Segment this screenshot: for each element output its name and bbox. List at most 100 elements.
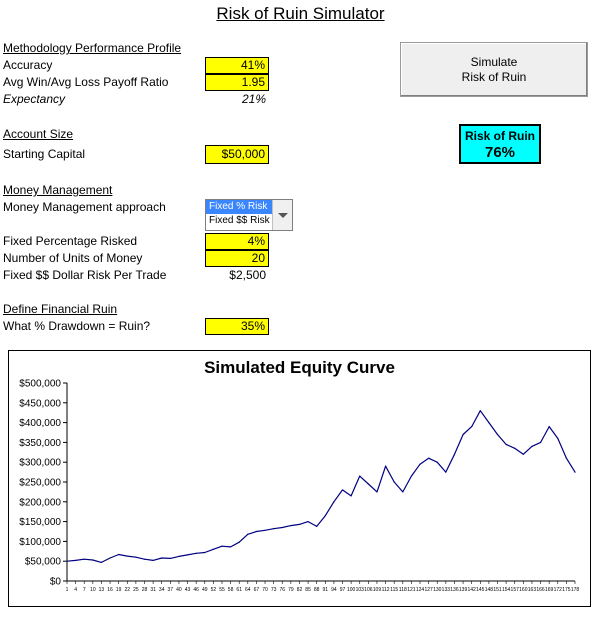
starting-capital-input[interactable]: $50,000 <box>205 145 269 164</box>
equity-data-point <box>462 433 464 436</box>
equity-data-point <box>152 559 154 562</box>
x-tick-label: 64 <box>245 587 251 593</box>
x-tick-label: 4 <box>74 587 77 593</box>
accuracy-input[interactable]: 41% <box>205 57 269 74</box>
equity-data-point <box>109 557 111 559</box>
equity-series-line <box>66 410 576 564</box>
x-tick-label: 61 <box>236 587 242 593</box>
equity-data-point <box>118 553 120 556</box>
x-tick-label: 169 <box>545 587 554 593</box>
x-tick-label: 82 <box>297 587 303 593</box>
x-tick-label: 136 <box>450 587 459 593</box>
x-tick-label: 79 <box>288 587 294 593</box>
x-tick-label: 22 <box>124 587 130 593</box>
x-tick-label: 124 <box>416 587 425 593</box>
equity-data-point <box>531 445 533 447</box>
x-tick-label: 88 <box>314 587 320 593</box>
equity-data-point <box>505 443 507 445</box>
equity-data-point <box>143 558 146 560</box>
y-tick-label: $300,000 <box>19 458 61 469</box>
equity-data-point <box>204 551 206 554</box>
x-tick-label: 19 <box>116 587 122 593</box>
x-tick-label: 151 <box>493 587 502 593</box>
x-tick-label: 94 <box>331 587 337 593</box>
y-tick-label: $500,000 <box>19 379 61 390</box>
x-tick-label: 7 <box>83 587 86 593</box>
y-tick-label: $0 <box>50 577 62 588</box>
x-tick-label: 115 <box>390 587 398 593</box>
x-tick-label: 130 <box>433 587 442 593</box>
risk-of-ruin-label: Risk of Ruin <box>464 129 535 143</box>
approach-listbox[interactable]: Fixed % Risk Fixed $$ Risk <box>205 199 293 231</box>
x-tick-label: 67 <box>254 587 260 593</box>
x-tick-label: 46 <box>193 587 199 593</box>
x-tick-label: 103 <box>356 587 365 593</box>
x-tick-label: 85 <box>305 587 311 593</box>
equity-chart-frame <box>8 350 591 607</box>
methodology-header: Methodology Performance Profile <box>3 41 182 55</box>
units-of-money-input[interactable]: 20 <box>205 250 269 267</box>
equity-data-point <box>178 555 180 558</box>
equity-data-point <box>402 491 404 493</box>
fixed-percentage-input[interactable]: 4% <box>205 233 269 250</box>
equity-data-point <box>307 521 309 523</box>
x-tick-label: 43 <box>185 587 191 593</box>
approach-label: Money Management approach <box>3 200 166 214</box>
equity-data-point <box>75 559 77 562</box>
simulate-button-line1: Simulate <box>470 54 518 69</box>
simulate-risk-of-ruin-button[interactable]: Simulate Risk of Ruin <box>400 42 588 97</box>
x-tick-label: 100 <box>347 587 356 593</box>
equity-data-point <box>92 559 94 561</box>
equity-data-point <box>273 528 275 530</box>
equity-data-point <box>376 491 378 493</box>
starting-capital-label: Starting Capital <box>3 147 86 161</box>
equity-data-point <box>445 471 447 473</box>
x-tick-label: 160 <box>519 587 528 593</box>
equity-data-point <box>316 525 318 527</box>
equity-data-point <box>471 425 473 428</box>
x-tick-label: 142 <box>468 587 477 593</box>
y-tick-label: $450,000 <box>19 398 61 409</box>
x-tick-label: 37 <box>168 587 174 593</box>
x-tick-label: 28 <box>142 587 148 593</box>
money-management-header: Money Management <box>3 183 113 197</box>
x-tick-label: 76 <box>279 587 285 593</box>
x-tick-label: 172 <box>554 587 563 593</box>
y-tick-label: $350,000 <box>19 438 61 449</box>
x-tick-label: 40 <box>176 587 182 593</box>
x-tick-label: 16 <box>107 587 113 593</box>
dollar-risk-value: $2,500 <box>229 268 266 282</box>
equity-data-point <box>453 453 456 455</box>
option-fixed-dollar[interactable]: Fixed $$ Risk <box>209 215 270 226</box>
account-size-header: Account Size <box>3 127 74 141</box>
equity-data-point <box>324 515 326 517</box>
equity-data-point <box>548 425 550 428</box>
x-tick-label: 97 <box>340 587 346 593</box>
equity-data-point <box>100 561 103 563</box>
y-tick-label: $150,000 <box>19 517 61 528</box>
dropdown-arrow-icon[interactable] <box>272 200 292 230</box>
option-fixed-percent[interactable]: Fixed % Risk <box>206 200 273 214</box>
equity-data-point <box>557 437 559 440</box>
units-of-money-label: Number of Units of Money <box>3 251 143 265</box>
drawdown-ruin-input[interactable]: 35% <box>205 318 269 335</box>
equity-data-point <box>350 495 352 497</box>
x-tick-label: 157 <box>511 587 520 593</box>
equity-data-point <box>169 557 171 560</box>
equity-data-point <box>410 475 413 477</box>
equity-data-point <box>281 526 283 529</box>
x-tick-label: 52 <box>211 587 217 593</box>
equity-data-point <box>221 545 223 547</box>
equity-data-point <box>212 548 214 550</box>
equity-data-point <box>565 457 567 459</box>
x-tick-label: 109 <box>373 587 382 593</box>
equity-data-point <box>359 475 361 477</box>
equity-data-point <box>514 447 516 449</box>
x-tick-label: 154 <box>502 587 511 593</box>
payoff-ratio-input[interactable]: 1.95 <box>205 74 269 91</box>
equity-data-point <box>419 463 421 465</box>
drawdown-ruin-label: What % Drawdown = Ruin? <box>3 319 151 333</box>
x-tick-label: 112 <box>382 587 390 593</box>
equity-data-point <box>333 501 335 503</box>
simulate-button-line2: Risk of Ruin <box>461 69 527 84</box>
